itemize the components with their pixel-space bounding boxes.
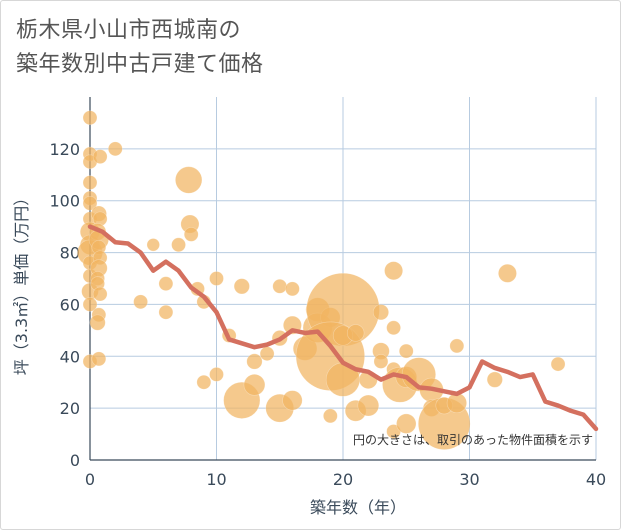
data-bubble	[89, 314, 106, 331]
trend-line-layer	[87, 224, 599, 432]
data-bubble	[246, 353, 263, 370]
data-bubble	[183, 227, 199, 242]
data-bubble	[449, 338, 465, 354]
x-tick-label: 40	[586, 470, 606, 489]
data-bubble	[384, 261, 404, 281]
y-axis-label: 坪（3.3㎡）単価（万円）	[12, 190, 31, 375]
data-bubble	[550, 356, 566, 372]
data-bubble	[158, 276, 174, 291]
chart-title-line-2: 築年数別中古戸建て価格	[16, 52, 264, 77]
chart-title-line-1: 栃木県小山市西城南の	[16, 18, 242, 43]
data-bubble	[373, 354, 389, 369]
data-bubble	[133, 294, 148, 310]
y-tick-label: 0	[70, 451, 80, 470]
data-bubble	[282, 390, 303, 411]
data-bubble	[396, 413, 417, 434]
data-bubble	[233, 278, 250, 295]
data-bubble	[82, 110, 98, 126]
x-tick-label: 20	[333, 470, 353, 489]
data-bubble	[82, 196, 98, 211]
data-bubble	[285, 281, 300, 297]
y-tick-label: 60	[60, 295, 80, 314]
average-trend-line	[87, 224, 599, 432]
data-bubble	[323, 408, 338, 424]
x-axis-label: 築年数（年）	[310, 498, 406, 517]
data-bubble	[398, 343, 414, 359]
x-tick-labels: 0 10 20 30 40	[85, 470, 606, 489]
data-bubble	[486, 371, 503, 388]
x-tick-label: 10	[206, 470, 226, 489]
bubble-layer	[77, 110, 566, 450]
data-bubble	[259, 346, 275, 361]
data-bubble	[82, 297, 98, 312]
x-tick-label: 30	[459, 470, 479, 489]
data-bubble	[92, 149, 108, 164]
data-bubble	[209, 367, 224, 382]
data-bubble	[146, 238, 160, 252]
y-tick-label: 40	[60, 347, 80, 366]
data-bubble	[171, 237, 186, 253]
chart-title: 栃木県小山市西城南の 築年数別中古戸建て価格	[16, 14, 264, 82]
data-bubble	[357, 394, 380, 417]
data-bubble	[92, 286, 108, 302]
data-bubble	[158, 304, 174, 320]
y-tick-label: 80	[60, 244, 80, 263]
data-bubble	[196, 374, 212, 390]
data-bubble	[498, 263, 517, 283]
data-bubble	[91, 351, 107, 367]
data-bubble	[372, 304, 389, 321]
data-bubble	[82, 175, 98, 190]
y-tick-labels: 0 20 40 60 80 100 120	[49, 140, 80, 470]
y-tick-label: 100	[49, 192, 80, 211]
x-tick-label: 0	[85, 470, 95, 489]
bubble-size-note: 円の大きさは、取引のあった物件面積を示す	[353, 432, 593, 447]
y-tick-label: 120	[49, 140, 80, 159]
data-bubble	[175, 166, 203, 194]
data-bubble	[243, 374, 266, 396]
data-bubble	[346, 324, 365, 342]
y-tick-label: 20	[60, 399, 80, 418]
data-bubble	[108, 141, 123, 157]
data-bubble	[209, 271, 224, 286]
data-bubble	[272, 278, 288, 294]
data-bubble	[386, 320, 401, 336]
